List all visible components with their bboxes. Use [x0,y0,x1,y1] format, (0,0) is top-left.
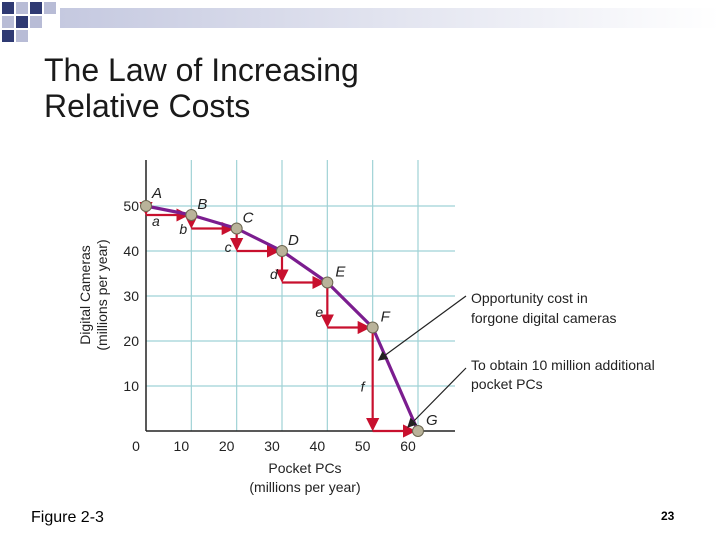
y-tick-label: 30 [123,288,139,304]
annotation-obtain-line-2: pocket PCs [471,376,543,392]
curve-point [366,321,379,334]
x-tick-label: 60 [400,438,416,454]
deco-square [16,16,28,28]
y-tick-label: 50 [123,198,139,214]
step-label: c [225,239,232,255]
y-tick-label: 10 [123,378,139,394]
point-label: F [381,309,391,326]
curve-point [321,276,334,289]
chart-labels: Pocket PCs (millions per year) Digital C… [77,239,655,495]
deco-square [2,16,14,28]
step-label: f [361,378,367,394]
slide-title: The Law of Increasing Relative Costs [44,52,359,124]
annotation-arrows [377,295,467,428]
deco-bar [60,8,720,28]
point-label: E [335,264,346,281]
deco-square [2,30,14,42]
annotation-opportunity-line-2: forgone digital cameras [471,310,617,326]
point-label: A [151,185,162,202]
deco-square [16,30,28,42]
step-label: d [270,266,279,282]
x-tick-label: 50 [355,438,371,454]
title-line-2: Relative Costs [44,88,251,124]
deco-square [2,2,14,14]
step-label: a [152,213,160,229]
page-number: 23 [661,509,675,523]
deco-square [30,16,42,28]
step-label: b [179,221,187,237]
corner-decoration [2,2,720,42]
curve-points: A B C D E F G [140,185,438,437]
point-label: G [426,412,438,429]
callout-arrow-obtain [407,367,467,428]
step-label: e [315,304,323,320]
grid [146,160,455,431]
point-label: D [288,232,299,249]
curve-point [276,245,288,257]
curve-point [230,222,243,235]
y-axis-label-line-2: (millions per year) [94,239,110,350]
x-tick-label: 10 [174,438,190,454]
step-arrows: a b c d e f [139,202,417,438]
x-axis-label-line-1: Pocket PCs [268,460,341,476]
point-label: C [243,210,254,227]
callout-arrow-opportunity [377,295,467,361]
figure-label: Figure 2-3 [31,509,104,526]
deco-square [30,2,42,14]
curve-point [412,425,424,437]
point-label: B [197,196,207,213]
curve-point [185,209,198,221]
y-tick-label: 40 [123,243,139,259]
x-tick-label: 40 [310,438,326,454]
x-axis-label-line-2: (millions per year) [249,479,360,495]
x-tick-label: 20 [219,438,235,454]
annotation-opportunity-line-1: Opportunity cost in [471,290,588,306]
deco-square [44,2,56,14]
deco-square [16,2,28,14]
y-axis-label-line-1: Digital Cameras [77,245,93,345]
x-tick-label: 30 [264,438,280,454]
title-line-1: The Law of Increasing [44,52,359,88]
annotation-obtain-line-1: To obtain 10 million additional [471,357,655,373]
x-tick-label: 0 [132,438,140,454]
y-tick-label: 20 [123,333,139,349]
curve-point [140,200,152,212]
axes: 0 10 20 30 40 50 60 10 20 30 40 50 [123,160,455,454]
